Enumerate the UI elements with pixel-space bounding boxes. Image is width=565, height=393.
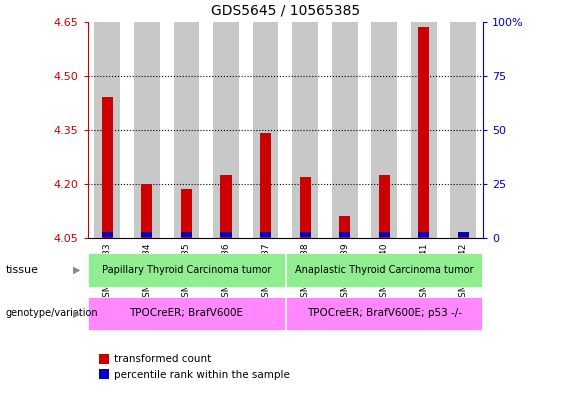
Bar bbox=[339, 216, 350, 238]
Bar bbox=[181, 189, 192, 238]
Bar bbox=[418, 232, 429, 237]
Bar bbox=[88, 253, 285, 287]
Bar bbox=[173, 22, 199, 238]
Bar bbox=[260, 232, 271, 237]
Bar bbox=[181, 232, 192, 237]
Bar bbox=[141, 232, 153, 237]
Text: Papillary Thyroid Carcinoma tumor: Papillary Thyroid Carcinoma tumor bbox=[102, 265, 271, 275]
Bar bbox=[379, 232, 390, 237]
Bar bbox=[286, 253, 483, 287]
Bar bbox=[88, 297, 285, 330]
Bar bbox=[94, 22, 120, 238]
Bar bbox=[458, 232, 469, 237]
Bar bbox=[220, 232, 232, 237]
Bar bbox=[292, 22, 318, 238]
Bar bbox=[102, 97, 113, 238]
Title: GDS5645 / 10565385: GDS5645 / 10565385 bbox=[211, 4, 360, 18]
Bar bbox=[102, 232, 113, 237]
Bar bbox=[458, 232, 469, 238]
Bar bbox=[220, 175, 232, 238]
Bar bbox=[213, 22, 239, 238]
Bar bbox=[299, 232, 311, 237]
Bar bbox=[286, 297, 483, 330]
Text: Anaplastic Thyroid Carcinoma tumor: Anaplastic Thyroid Carcinoma tumor bbox=[295, 265, 473, 275]
Text: ▶: ▶ bbox=[73, 265, 81, 275]
Text: transformed count: transformed count bbox=[114, 354, 211, 364]
Text: TPOCreER; BrafV600E: TPOCreER; BrafV600E bbox=[129, 309, 244, 318]
Bar bbox=[379, 175, 390, 238]
Bar bbox=[134, 22, 160, 238]
Bar bbox=[339, 232, 350, 237]
Bar bbox=[371, 22, 397, 238]
Text: percentile rank within the sample: percentile rank within the sample bbox=[114, 369, 289, 380]
Bar bbox=[253, 22, 279, 238]
Bar bbox=[450, 22, 476, 238]
Text: tissue: tissue bbox=[6, 265, 38, 275]
Bar bbox=[332, 22, 358, 238]
Bar bbox=[411, 22, 437, 238]
Bar bbox=[260, 133, 271, 238]
Text: ▶: ▶ bbox=[73, 309, 81, 318]
Text: genotype/variation: genotype/variation bbox=[6, 309, 98, 318]
Bar bbox=[418, 27, 429, 238]
Bar bbox=[299, 176, 311, 238]
Bar bbox=[141, 184, 153, 238]
Text: TPOCreER; BrafV600E; p53 -/-: TPOCreER; BrafV600E; p53 -/- bbox=[307, 309, 462, 318]
